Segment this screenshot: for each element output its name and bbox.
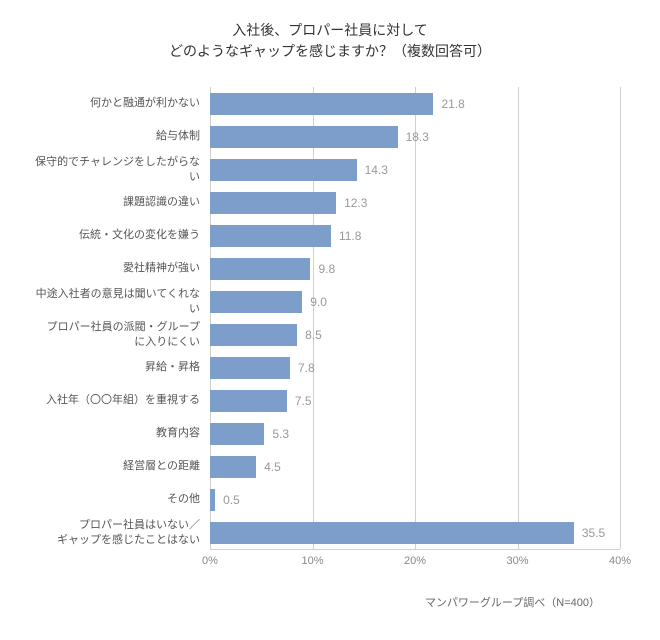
bar-row: 給与体制18.3 — [210, 120, 620, 153]
bar-value: 9.0 — [310, 295, 327, 309]
bar-value: 18.3 — [406, 130, 429, 144]
bar-label: 入社年（〇〇年組）を重視する — [35, 393, 210, 407]
bar — [210, 390, 287, 412]
bar-value: 11.8 — [339, 229, 361, 243]
bar-value: 35.5 — [582, 526, 605, 540]
bar — [210, 225, 331, 247]
x-tick: 40% — [609, 555, 631, 567]
bar-row: 何かと融通が利かない21.8 — [210, 87, 620, 120]
bar-row: 保守的でチャレンジをしたがらない14.3 — [210, 153, 620, 186]
bar-value: 7.5 — [295, 394, 312, 408]
bar-value: 14.3 — [365, 163, 388, 177]
bar-label: 昇給・昇格 — [35, 360, 210, 374]
grid-line — [620, 87, 621, 549]
chart-title: 入社後、プロパー社員に対して どのようなギャップを感じますか？（複数回答可） — [30, 20, 630, 62]
x-tick: 30% — [506, 555, 528, 567]
bar-label: 教育内容 — [35, 426, 210, 440]
bar-label: 給与体制 — [35, 129, 210, 143]
chart-area: 何かと融通が利かない21.8給与体制18.3保守的でチャレンジをしたがらない14… — [210, 87, 620, 579]
x-tick: 20% — [404, 555, 426, 567]
bar-value: 21.8 — [441, 97, 464, 111]
bar-label: 保守的でチャレンジをしたがらない — [35, 155, 210, 184]
bar — [210, 456, 256, 478]
bar-row: 入社年（〇〇年組）を重視する7.5 — [210, 384, 620, 417]
bar-row: 教育内容5.3 — [210, 417, 620, 450]
chart-container: 入社後、プロパー社員に対して どのようなギャップを感じますか？（複数回答可） 何… — [0, 0, 660, 630]
bar-label: プロパー社員はいない／ギャップを感じたことはない — [35, 518, 210, 547]
title-line1: 入社後、プロパー社員に対して — [232, 22, 428, 38]
bar — [210, 324, 297, 346]
chart-footnote: マンパワーグループ調べ（N=400） — [30, 594, 630, 610]
bar-row: 経営層との距離4.5 — [210, 450, 620, 483]
x-tick: 10% — [301, 555, 323, 567]
x-tick: 0% — [202, 555, 218, 567]
bar-value: 4.5 — [264, 460, 281, 474]
bar — [210, 126, 398, 148]
bar — [210, 93, 433, 115]
bar — [210, 357, 290, 379]
bar-row: 昇給・昇格7.8 — [210, 351, 620, 384]
bar-row: 愛社精神が強い9.8 — [210, 252, 620, 285]
bar-label: 愛社精神が強い — [35, 261, 210, 275]
bar-row: その他0.5 — [210, 483, 620, 516]
bar-label: 何かと融通が利かない — [35, 96, 210, 110]
bar-label: 中途入社者の意見は聞いてくれない — [35, 287, 210, 316]
bar-label: 課題認識の違い — [35, 195, 210, 209]
bar-row: 中途入社者の意見は聞いてくれない9.0 — [210, 285, 620, 318]
bar-value: 12.3 — [344, 196, 367, 210]
bar — [210, 192, 336, 214]
bar — [210, 291, 302, 313]
bar-value: 8.5 — [305, 328, 322, 342]
bar-row: 課題認識の違い12.3 — [210, 186, 620, 219]
bar — [210, 258, 310, 280]
bar — [210, 423, 264, 445]
bar-value: 9.8 — [318, 262, 335, 276]
bar-label: 伝統・文化の変化を嫌う — [35, 228, 210, 242]
bar-row: プロパー社員はいない／ギャップを感じたことはない35.5 — [210, 516, 620, 549]
bars-region: 何かと融通が利かない21.8給与体制18.3保守的でチャレンジをしたがらない14… — [210, 87, 620, 549]
x-axis: 0%10%20%30%40% — [210, 549, 620, 579]
bar-label: プロパー社員の派閥・グループに入りにくい — [35, 320, 210, 349]
title-line2: どのようなギャップを感じますか？（複数回答可） — [169, 43, 491, 59]
bar-label: その他 — [35, 492, 210, 506]
bar — [210, 522, 574, 544]
bar-row: プロパー社員の派閥・グループに入りにくい8.5 — [210, 318, 620, 351]
bar-row: 伝統・文化の変化を嫌う11.8 — [210, 219, 620, 252]
bar — [210, 489, 215, 511]
bar — [210, 159, 357, 181]
bar-label: 経営層との距離 — [35, 459, 210, 473]
bar-value: 0.5 — [223, 493, 240, 507]
bar-value: 7.8 — [298, 361, 315, 375]
bar-value: 5.3 — [272, 427, 289, 441]
